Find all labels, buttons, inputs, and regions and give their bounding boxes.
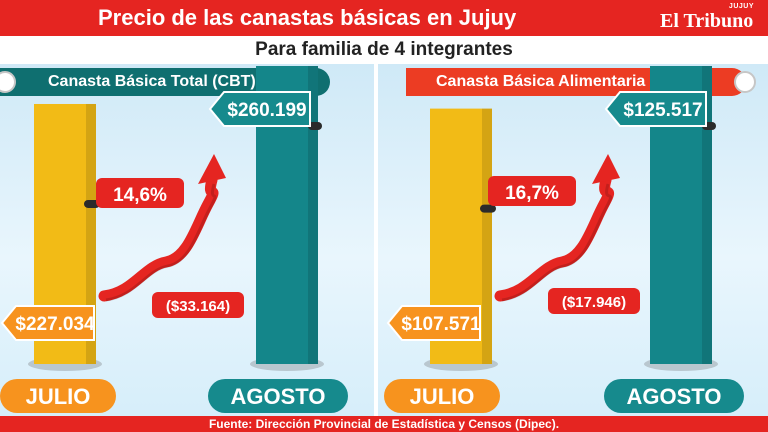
value-label-agosto: $260.199 [227, 100, 306, 121]
cba-header-dot [734, 71, 756, 93]
value-tag-agosto [604, 91, 707, 127]
bar-shade-1 [308, 66, 318, 364]
source-footer: Fuente: Dirección Provincial de Estadíst… [0, 416, 768, 432]
change-pct-badge [488, 176, 576, 206]
page-title: Precio de las canastas básicas en Jujuy [98, 5, 517, 30]
cbt-panel: Canasta Básica Total (CBT) 14,6% ($33.164… [0, 64, 374, 416]
value-label-agosto: $125.517 [623, 100, 702, 121]
category-label-agosto: AGOSTO [627, 384, 722, 409]
bar-curl-julio [480, 204, 496, 213]
cbt-header-dot [0, 71, 16, 93]
cba-chart: 16,7% ($17.946) $107.571 $125.517 JULIO AGOST… [384, 66, 744, 413]
el-tribuno-logo: JUJUY El Tribuno [660, 2, 760, 34]
value-tag-julio [386, 305, 481, 341]
bar-curl-agosto [308, 122, 322, 130]
change-pct-badge [96, 178, 184, 208]
value-tag-agosto [208, 91, 311, 127]
value-label-julio: $227.034 [15, 314, 95, 335]
value-label-julio: $107.571 [401, 314, 481, 335]
change-abs-badge [152, 292, 244, 318]
logo-sub: JUJUY [728, 3, 754, 10]
category-pill-julio [384, 379, 500, 413]
change-abs-label: ($17.946) [562, 294, 626, 311]
change-pct-label: 14,6% [113, 185, 167, 206]
panel-divider [374, 64, 378, 416]
change-pct-label: 16,7% [505, 183, 559, 204]
cbt-title: Canasta Básica Total (CBT) [48, 73, 256, 90]
rise-arrow-shadow [501, 183, 613, 302]
change-abs-badge [548, 288, 640, 314]
rise-arrow-shadow [105, 183, 217, 302]
category-label-agosto: AGOSTO [231, 384, 326, 409]
bar-shade-0 [86, 103, 96, 364]
category-label-julio: JULIO [26, 384, 91, 409]
bar-shade-1 [702, 66, 712, 364]
cbt-chart: 14,6% ($33.164) $227.034 $260.199 JULIO AGOST… [0, 66, 348, 413]
category-pill-julio [0, 379, 116, 413]
value-tag-julio [0, 305, 95, 341]
logo-main: El Tribuno [660, 10, 754, 32]
category-pill-agosto [208, 379, 348, 413]
category-pill-agosto [604, 379, 744, 413]
rise-arrowhead [198, 154, 226, 184]
rise-arrowhead [592, 154, 620, 184]
cba-panel: Canasta Básica Alimentaria (CBA) 16,7% ($… [378, 64, 768, 416]
change-abs-label: ($33.164) [166, 298, 230, 315]
bar-shade-0 [482, 108, 492, 364]
cba-title: Canasta Básica Alimentaria (CBA) [436, 73, 696, 90]
rise-arrow [98, 174, 219, 302]
page-subtitle: Para familia de 4 integrantes [0, 36, 768, 64]
title-bar: Precio de las canastas básicas en Jujuy … [0, 0, 768, 36]
rise-arrow [494, 174, 615, 302]
category-label-julio: JULIO [410, 384, 475, 409]
